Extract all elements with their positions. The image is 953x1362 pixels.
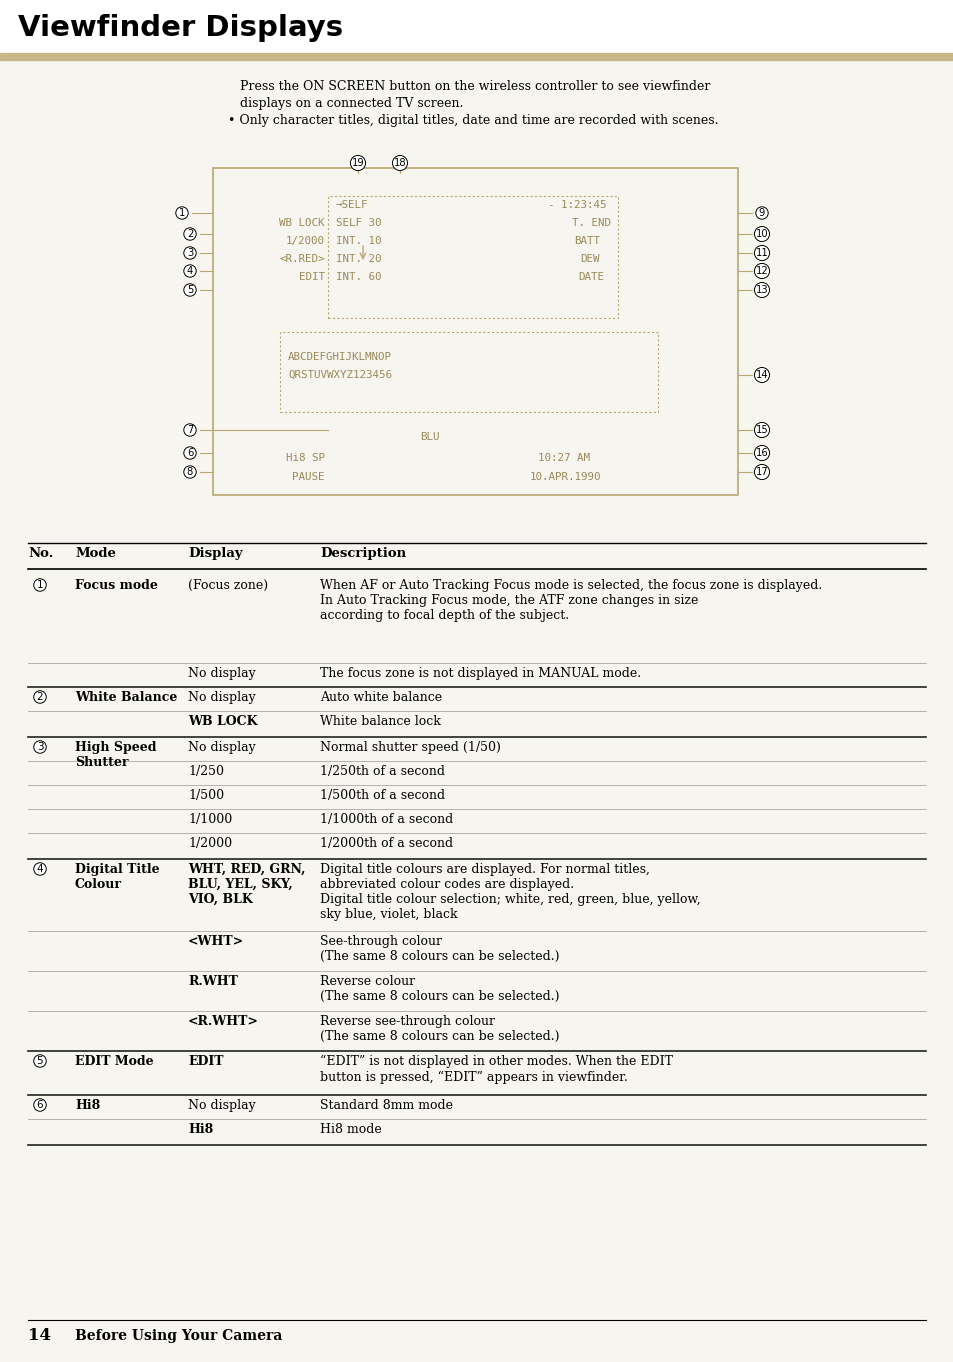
- Text: 1/2000th of a second: 1/2000th of a second: [319, 838, 453, 850]
- Text: White balance lock: White balance lock: [319, 715, 440, 729]
- Text: 19: 19: [352, 158, 364, 168]
- Text: 9: 9: [758, 208, 764, 218]
- Bar: [0, 0, 953, 54]
- Text: Viewfinder Displays: Viewfinder Displays: [18, 14, 343, 42]
- Text: When AF or Auto Tracking Focus mode is selected, the focus zone is displayed.
In: When AF or Auto Tracking Focus mode is s…: [319, 579, 821, 622]
- Text: White Balance: White Balance: [75, 691, 177, 704]
- Text: displays on a connected TV screen.: displays on a connected TV screen.: [240, 97, 463, 110]
- Text: INT. 60: INT. 60: [335, 272, 381, 282]
- Text: BATT: BATT: [574, 236, 599, 247]
- Text: DEW: DEW: [579, 253, 598, 264]
- Text: QRSTUVWXYZ123456: QRSTUVWXYZ123456: [288, 370, 392, 380]
- Text: Standard 8mm mode: Standard 8mm mode: [319, 1099, 453, 1111]
- Text: 1/1000th of a second: 1/1000th of a second: [319, 813, 453, 825]
- Text: 5: 5: [187, 285, 193, 296]
- Text: Hi8: Hi8: [188, 1124, 213, 1136]
- Text: EDIT: EDIT: [188, 1056, 223, 1068]
- Text: 1/500th of a second: 1/500th of a second: [319, 789, 445, 802]
- Bar: [328, 196, 618, 317]
- Text: Normal shutter speed (1/50): Normal shutter speed (1/50): [319, 741, 500, 755]
- Text: <R.RED>: <R.RED>: [279, 253, 325, 264]
- Text: 1: 1: [36, 580, 43, 590]
- Text: Before Using Your Camera: Before Using Your Camera: [75, 1329, 282, 1343]
- Text: 1/2000: 1/2000: [188, 838, 232, 850]
- Text: Auto white balance: Auto white balance: [319, 691, 441, 704]
- Text: 3: 3: [187, 248, 193, 257]
- Text: Digital title colours are displayed. For normal titles,
abbreviated colour codes: Digital title colours are displayed. For…: [319, 864, 700, 921]
- Text: INT. 20: INT. 20: [335, 253, 381, 264]
- Text: EDIT: EDIT: [298, 272, 325, 282]
- Text: WHT, RED, GRN,
BLU, YEL, SKY,
VIO, BLK: WHT, RED, GRN, BLU, YEL, SKY, VIO, BLK: [188, 864, 305, 906]
- Text: EDIT Mode: EDIT Mode: [75, 1056, 153, 1068]
- Text: →SELF: →SELF: [335, 200, 368, 210]
- Text: Display: Display: [188, 548, 242, 560]
- Text: No display: No display: [188, 667, 255, 680]
- Text: 1/500: 1/500: [188, 789, 224, 802]
- Text: 16: 16: [755, 448, 767, 458]
- Text: 5: 5: [36, 1056, 43, 1066]
- Text: <WHT>: <WHT>: [188, 934, 244, 948]
- Text: 18: 18: [394, 158, 406, 168]
- Bar: [280, 332, 658, 411]
- Text: No.: No.: [28, 548, 53, 560]
- Text: Hi8 mode: Hi8 mode: [319, 1124, 381, 1136]
- Text: 15: 15: [755, 425, 767, 434]
- Text: 13: 13: [755, 285, 767, 296]
- Text: 7: 7: [187, 425, 193, 434]
- Text: 10: 10: [755, 229, 767, 238]
- Text: (Focus zone): (Focus zone): [188, 579, 268, 592]
- Text: WB LOCK: WB LOCK: [188, 715, 257, 729]
- Text: WB LOCK: WB LOCK: [279, 218, 325, 227]
- Bar: [0, 53, 953, 60]
- Text: ABCDEFGHIJKLMNOP: ABCDEFGHIJKLMNOP: [288, 351, 392, 362]
- Text: Digital Title
Colour: Digital Title Colour: [75, 864, 159, 891]
- Text: INT. 10: INT. 10: [335, 236, 381, 247]
- Text: Hi8 SP: Hi8 SP: [286, 454, 325, 463]
- Text: 10:27 AM: 10:27 AM: [537, 454, 589, 463]
- Text: PAUSE: PAUSE: [293, 473, 325, 482]
- Text: The focus zone is not displayed in MANUAL mode.: The focus zone is not displayed in MANUA…: [319, 667, 640, 680]
- Text: 2: 2: [187, 229, 193, 238]
- Text: 1: 1: [178, 208, 185, 218]
- Text: High Speed
Shutter: High Speed Shutter: [75, 741, 156, 770]
- Text: Press the ON SCREEN button on the wireless controller to see viewfinder: Press the ON SCREEN button on the wirele…: [240, 80, 710, 93]
- Text: T. END: T. END: [572, 218, 610, 227]
- Text: Reverse colour
(The same 8 colours can be selected.): Reverse colour (The same 8 colours can b…: [319, 975, 558, 1002]
- Text: Mode: Mode: [75, 548, 115, 560]
- Text: 1/1000: 1/1000: [188, 813, 232, 825]
- Text: <R.WHT>: <R.WHT>: [188, 1015, 258, 1028]
- Text: 11: 11: [755, 248, 767, 257]
- Text: No display: No display: [188, 741, 255, 755]
- Text: Description: Description: [319, 548, 406, 560]
- Text: 8: 8: [187, 467, 193, 477]
- Text: 12: 12: [755, 266, 767, 276]
- Text: 3: 3: [36, 742, 43, 752]
- Text: 1/2000: 1/2000: [286, 236, 325, 247]
- Text: 17: 17: [755, 467, 767, 477]
- Text: DATE: DATE: [578, 272, 603, 282]
- Text: See-through colour
(The same 8 colours can be selected.): See-through colour (The same 8 colours c…: [319, 934, 558, 963]
- Text: No display: No display: [188, 691, 255, 704]
- Text: No display: No display: [188, 1099, 255, 1111]
- Text: • Only character titles, digital titles, date and time are recorded with scenes.: • Only character titles, digital titles,…: [228, 114, 718, 127]
- Text: Focus mode: Focus mode: [75, 579, 157, 592]
- Text: Reverse see-through colour
(The same 8 colours can be selected.): Reverse see-through colour (The same 8 c…: [319, 1015, 558, 1043]
- Text: R.WHT: R.WHT: [188, 975, 237, 987]
- Text: 14: 14: [755, 370, 767, 380]
- Text: 1/250th of a second: 1/250th of a second: [319, 765, 444, 778]
- Text: SELF 30: SELF 30: [335, 218, 381, 227]
- Bar: [213, 168, 738, 494]
- Text: 4: 4: [36, 864, 43, 874]
- Text: BLU: BLU: [419, 432, 439, 443]
- Text: 6: 6: [187, 448, 193, 458]
- Text: “EDIT” is not displayed in other modes. When the EDIT
button is pressed, “EDIT” : “EDIT” is not displayed in other modes. …: [319, 1056, 672, 1084]
- Text: 2: 2: [36, 692, 43, 701]
- Text: 10.APR.1990: 10.APR.1990: [530, 473, 601, 482]
- Text: - 1:23:45: - 1:23:45: [547, 200, 606, 210]
- Text: 6: 6: [36, 1100, 43, 1110]
- Text: 14: 14: [28, 1328, 51, 1344]
- Text: 1/250: 1/250: [188, 765, 224, 778]
- Text: 4: 4: [187, 266, 193, 276]
- Text: Hi8: Hi8: [75, 1099, 100, 1111]
